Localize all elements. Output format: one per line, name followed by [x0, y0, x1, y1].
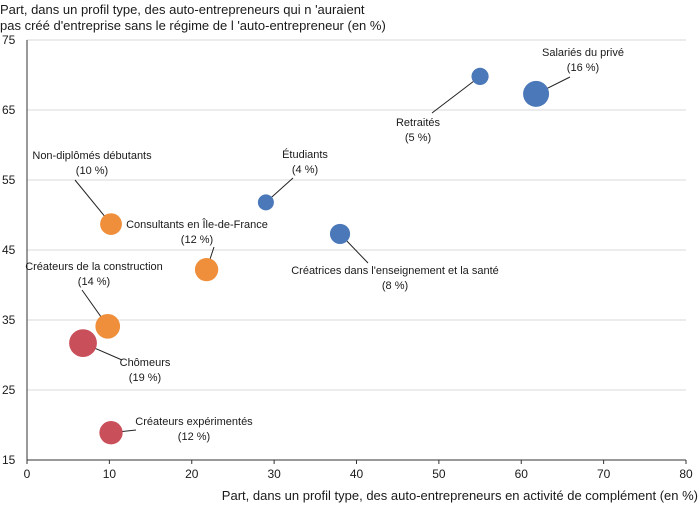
- axes: 15 25 35 45 55 65 75 0 10 20 30 40 50 60 70 80: [2, 33, 693, 481]
- point-name-label: Consultants en Île-de-France: [126, 218, 268, 231]
- point-name-label: Étudiants: [282, 148, 328, 161]
- point-share-label: (10 %): [76, 165, 108, 177]
- y-tick-label: 55: [2, 173, 16, 187]
- x-tick-label: 20: [185, 467, 199, 481]
- point-name-label: Non-diplômés débutants: [32, 150, 152, 162]
- x-tick-label: 0: [24, 467, 31, 481]
- point-share-label: (12 %): [181, 234, 213, 246]
- data-points: [69, 67, 550, 445]
- y-axis-label-line1: Part, dans un profil type, des auto-entr…: [0, 2, 365, 17]
- x-tick-label: 30: [267, 467, 281, 481]
- y-tick-label: 75: [2, 33, 16, 47]
- x-tick-label: 80: [679, 467, 693, 481]
- point-name-label: Créateurs de la construction: [25, 261, 163, 273]
- data-point: [257, 194, 274, 211]
- y-tick-label: 65: [2, 103, 16, 117]
- point-share-label: (8 %): [382, 280, 408, 292]
- data-point: [95, 313, 121, 339]
- point-share-label: (16 %): [567, 62, 599, 74]
- point-name-label: Créatrices dans l'enseignement et la san…: [291, 265, 499, 277]
- data-point: [471, 67, 489, 85]
- point-share-label: (19 %): [129, 372, 161, 384]
- data-point: [99, 421, 123, 445]
- point-share-label: (4 %): [292, 164, 318, 176]
- data-point: [329, 223, 351, 244]
- point-name-label: Créateurs expérimentés: [135, 416, 253, 428]
- point-name-label: Salariés du privé: [542, 47, 624, 59]
- y-tick-label: 15: [2, 453, 16, 467]
- x-tick-label: 50: [432, 467, 446, 481]
- point-name-label: Chômeurs: [120, 357, 171, 369]
- y-tick-label: 45: [2, 243, 16, 257]
- y-tick-label: 35: [2, 313, 16, 327]
- x-axis-label: Part, dans un profil type, des auto-entr…: [222, 488, 698, 503]
- point-share-label: (14 %): [78, 276, 110, 288]
- point-name-label: Retraités: [396, 117, 441, 129]
- y-tick-label: 25: [2, 383, 16, 397]
- x-tick-label: 10: [103, 467, 117, 481]
- gridlines: [27, 39, 686, 391]
- x-tick-label: 70: [597, 467, 611, 481]
- point-share-label: (12 %): [178, 431, 210, 443]
- point-labels: Salariés du privé (16 %) Retraités (5 %) Étu…: [25, 47, 624, 443]
- data-point: [69, 329, 97, 357]
- data-point: [523, 80, 550, 107]
- leader-line: [431, 76, 481, 114]
- x-tick-label: 40: [350, 467, 364, 481]
- data-point: [194, 257, 219, 282]
- data-point: [100, 213, 122, 236]
- x-tick-label: 60: [515, 467, 529, 481]
- point-share-label: (5 %): [405, 132, 431, 144]
- y-axis-label-line2: pas créé d'entreprise sans le régime de …: [0, 18, 386, 33]
